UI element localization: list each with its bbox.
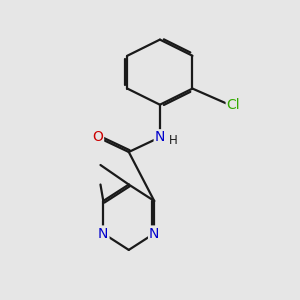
Text: N: N <box>155 130 165 144</box>
Text: N: N <box>149 226 159 241</box>
Text: N: N <box>98 226 109 241</box>
Text: O: O <box>92 130 103 144</box>
Text: H: H <box>169 134 178 147</box>
Text: Cl: Cl <box>227 98 240 112</box>
